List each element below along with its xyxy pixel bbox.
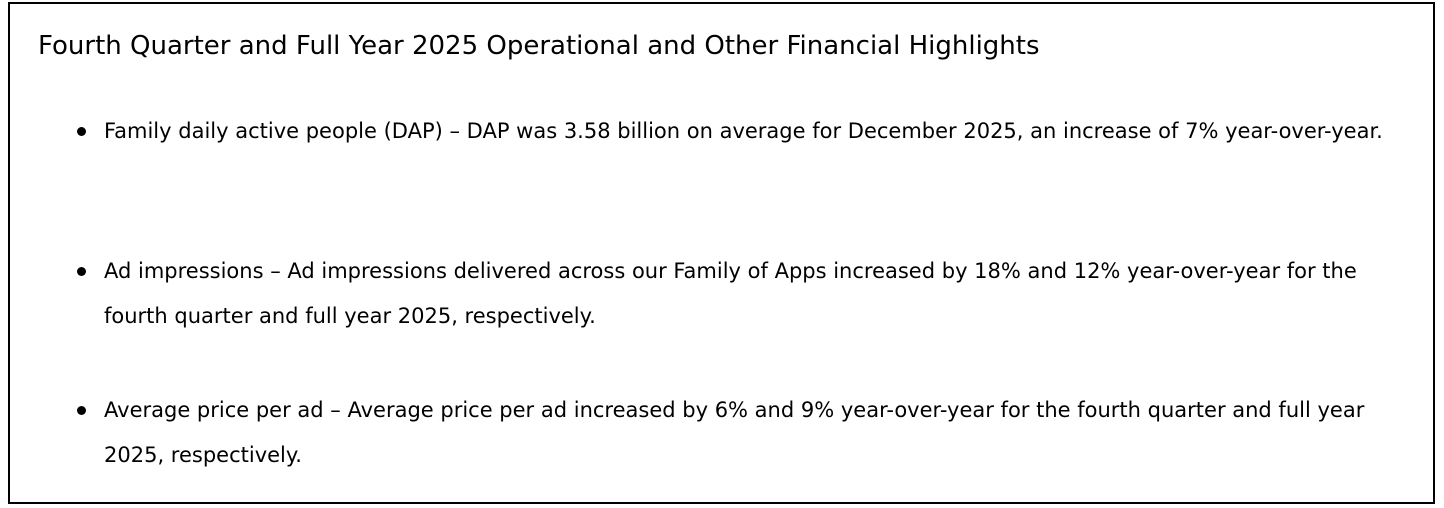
- list-item-dap: Family daily active people (DAP) – DAP w…: [77, 109, 1404, 154]
- list-item-text: Average price per ad – Average price per…: [104, 398, 1365, 467]
- list-item-text: Family daily active people (DAP) – DAP w…: [104, 119, 1383, 143]
- list-item-text: Ad impressions – Ad impressions delivere…: [104, 259, 1357, 328]
- bullet-icon: [77, 406, 86, 415]
- highlights-box: Fourth Quarter and Full Year 2025 Operat…: [8, 2, 1435, 504]
- list-item-average-price: Average price per ad – Average price per…: [77, 388, 1404, 478]
- bullet-icon: [77, 127, 86, 136]
- list-item-ad-impressions: Ad impressions – Ad impressions delivere…: [77, 249, 1404, 339]
- section-title: Fourth Quarter and Full Year 2025 Operat…: [38, 31, 1040, 61]
- bullet-icon: [77, 267, 86, 276]
